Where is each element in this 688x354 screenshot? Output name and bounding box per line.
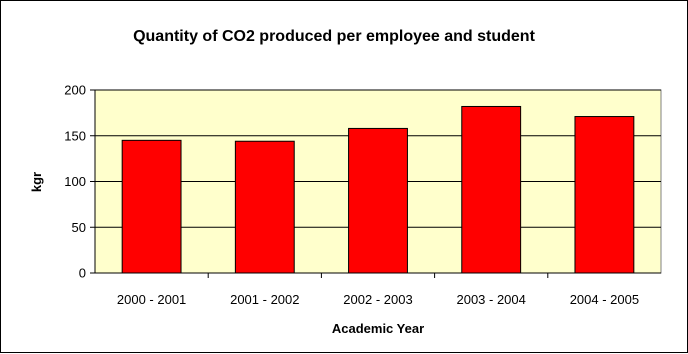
- bar: [574, 116, 635, 274]
- x-axis-ticks: 2000 - 2001 2001 - 2002 2002 - 2003 2003 - …: [117, 273, 639, 307]
- x-tick-label: 2000 - 2001: [117, 292, 186, 307]
- x-tick-label: 2003 - 2004: [456, 292, 525, 307]
- bar: [121, 139, 182, 274]
- y-axis-ticks: 0 50 100 150 200: [64, 83, 95, 281]
- x-tick-label: 2004 - 2005: [570, 292, 639, 307]
- x-tick-label: 2001 - 2002: [230, 292, 299, 307]
- y-axis-title: kgr: [29, 172, 44, 192]
- y-tick-label: 150: [64, 128, 86, 143]
- x-axis-title: Academic Year: [332, 321, 424, 336]
- y-tick-label: 0: [79, 266, 86, 281]
- chart-title: Quantity of CO2 produced per employee an…: [133, 28, 536, 45]
- bar: [461, 105, 522, 274]
- y-tick-label: 200: [64, 83, 86, 98]
- y-tick-label: 100: [64, 174, 86, 189]
- x-tick-label: 2002 - 2003: [343, 292, 412, 307]
- bar: [348, 127, 408, 274]
- bar: [234, 140, 295, 274]
- y-tick-label: 50: [72, 220, 86, 235]
